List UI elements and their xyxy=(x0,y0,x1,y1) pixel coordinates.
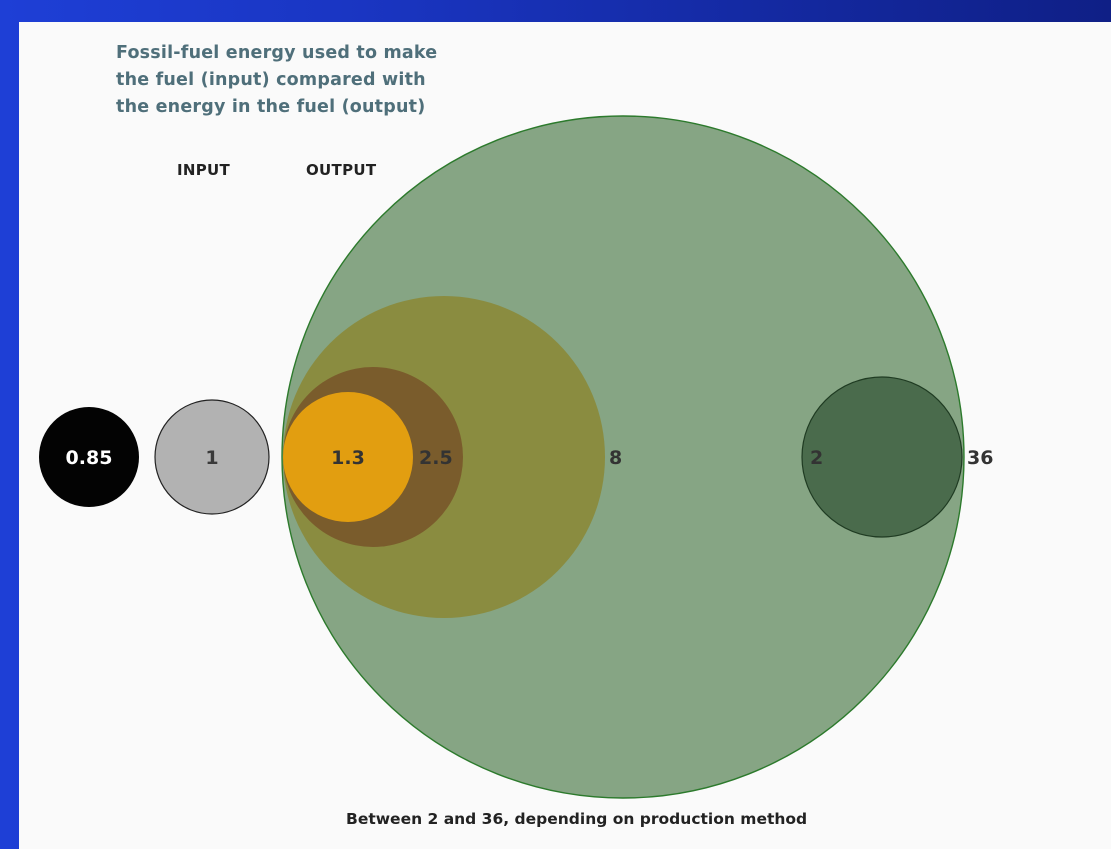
title-line-3: the energy in the fuel (output) xyxy=(116,97,426,117)
bubble-label-36: 36 xyxy=(967,447,993,469)
bubble-label-1-3: 1.3 xyxy=(331,447,365,469)
bubble-label-8: 8 xyxy=(609,447,622,469)
chart-title: Fossil-fuel energy used to make the fuel… xyxy=(116,40,536,121)
title-line-1: Fossil-fuel energy used to make xyxy=(116,43,438,63)
bubble-36 xyxy=(281,115,965,799)
bubble-label-0-85: 0.85 xyxy=(66,447,113,469)
output-header: OUTPUT xyxy=(306,161,377,179)
input-header: INPUT xyxy=(177,161,231,179)
bubble-label-2: 2 xyxy=(810,447,823,469)
bubble-1-3 xyxy=(283,392,413,522)
bubble-1 xyxy=(154,399,270,515)
bubble-label-2-5: 2.5 xyxy=(419,447,453,469)
bubble-0-85 xyxy=(39,407,139,507)
bubble-label-1: 1 xyxy=(205,447,218,469)
chart-caption: Between 2 and 36, depending on productio… xyxy=(346,810,808,828)
bubble-2 xyxy=(801,376,963,538)
title-line-2: the fuel (input) compared with xyxy=(116,70,426,90)
